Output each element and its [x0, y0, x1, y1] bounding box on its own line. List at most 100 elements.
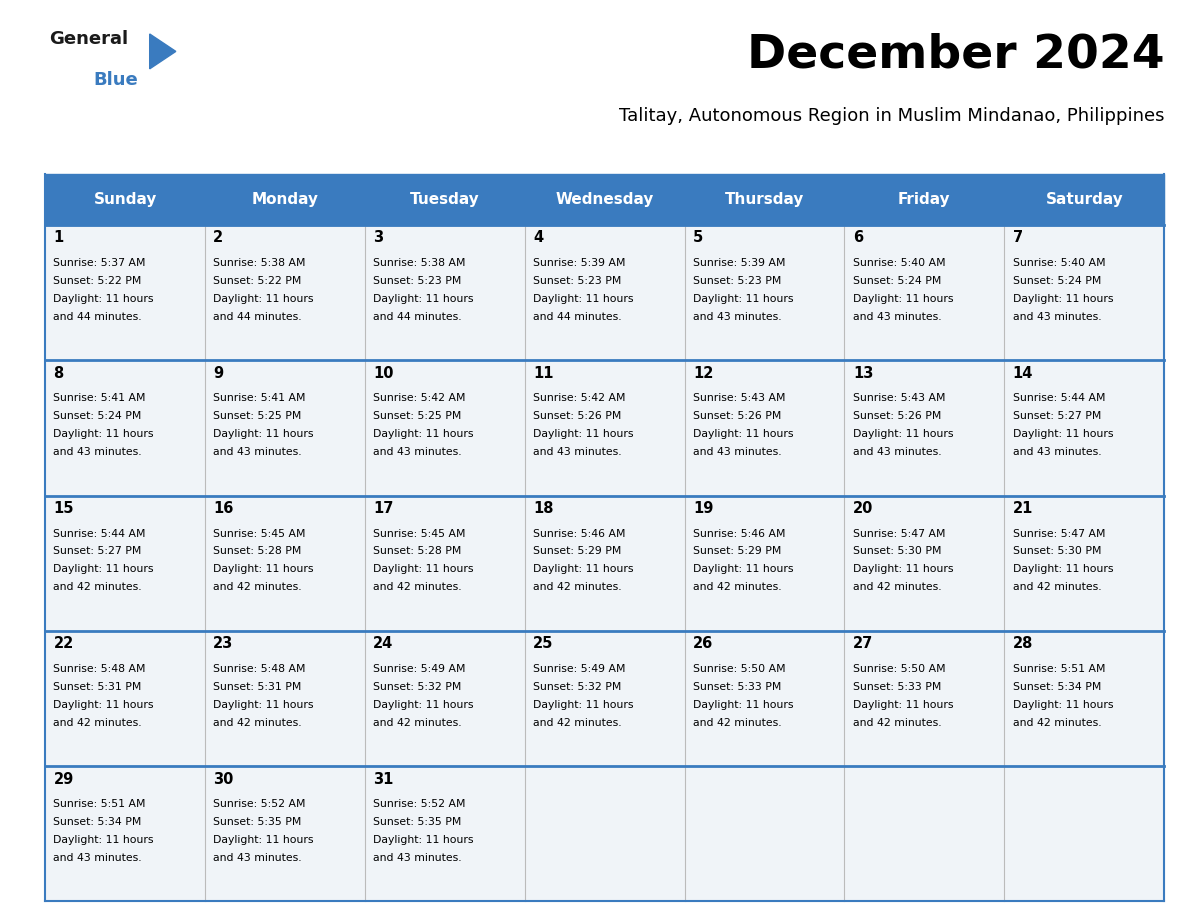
Text: and 42 minutes.: and 42 minutes.	[53, 718, 143, 728]
Text: and 42 minutes.: and 42 minutes.	[373, 718, 462, 728]
Text: Sunset: 5:28 PM: Sunset: 5:28 PM	[373, 546, 462, 556]
Text: 28: 28	[1012, 636, 1034, 652]
Text: Daylight: 11 hours: Daylight: 11 hours	[853, 565, 953, 575]
Text: 22: 22	[53, 636, 74, 652]
Text: Sunrise: 5:37 AM: Sunrise: 5:37 AM	[53, 258, 146, 268]
Text: and 42 minutes.: and 42 minutes.	[693, 718, 782, 728]
Bar	[45, 631, 1164, 767]
Text: Daylight: 11 hours: Daylight: 11 hours	[373, 835, 474, 845]
Text: Thursday: Thursday	[725, 192, 804, 207]
Text: Daylight: 11 hours: Daylight: 11 hours	[53, 835, 154, 845]
Text: Daylight: 11 hours: Daylight: 11 hours	[53, 294, 154, 304]
Text: Sunrise: 5:41 AM: Sunrise: 5:41 AM	[53, 393, 146, 403]
Text: Monday: Monday	[252, 192, 318, 207]
Text: Daylight: 11 hours: Daylight: 11 hours	[693, 294, 794, 304]
Text: Sunrise: 5:44 AM: Sunrise: 5:44 AM	[53, 529, 146, 539]
Text: Sunrise: 5:47 AM: Sunrise: 5:47 AM	[1012, 529, 1105, 539]
Text: Sunrise: 5:42 AM: Sunrise: 5:42 AM	[533, 393, 626, 403]
Text: Sunrise: 5:43 AM: Sunrise: 5:43 AM	[693, 393, 785, 403]
Text: General: General	[49, 30, 128, 49]
Text: Wednesday: Wednesday	[556, 192, 653, 207]
Text: Sunset: 5:22 PM: Sunset: 5:22 PM	[53, 275, 141, 285]
Text: Sunset: 5:33 PM: Sunset: 5:33 PM	[693, 682, 782, 692]
Text: and 44 minutes.: and 44 minutes.	[373, 312, 462, 321]
Text: Daylight: 11 hours: Daylight: 11 hours	[53, 429, 154, 439]
Text: and 44 minutes.: and 44 minutes.	[533, 312, 621, 321]
Text: 11: 11	[533, 365, 554, 381]
Text: Sunrise: 5:52 AM: Sunrise: 5:52 AM	[373, 800, 466, 809]
Bar	[45, 767, 1164, 901]
Text: and 43 minutes.: and 43 minutes.	[214, 853, 302, 863]
Text: Sunset: 5:26 PM: Sunset: 5:26 PM	[693, 411, 782, 421]
Text: and 43 minutes.: and 43 minutes.	[1012, 447, 1101, 457]
Text: Daylight: 11 hours: Daylight: 11 hours	[1012, 294, 1113, 304]
Text: Friday: Friday	[898, 192, 950, 207]
Text: 16: 16	[214, 501, 234, 516]
Text: 25: 25	[533, 636, 554, 652]
Text: and 42 minutes.: and 42 minutes.	[214, 582, 302, 592]
Text: Daylight: 11 hours: Daylight: 11 hours	[214, 700, 314, 710]
Text: 14: 14	[1012, 365, 1034, 381]
Text: and 42 minutes.: and 42 minutes.	[1012, 718, 1101, 728]
Text: Sunset: 5:29 PM: Sunset: 5:29 PM	[533, 546, 621, 556]
Text: Sunrise: 5:39 AM: Sunrise: 5:39 AM	[693, 258, 785, 268]
Text: Sunrise: 5:49 AM: Sunrise: 5:49 AM	[373, 664, 466, 674]
Text: Sunrise: 5:44 AM: Sunrise: 5:44 AM	[1012, 393, 1105, 403]
Text: Sunset: 5:33 PM: Sunset: 5:33 PM	[853, 682, 941, 692]
Text: Sunset: 5:24 PM: Sunset: 5:24 PM	[853, 275, 941, 285]
Text: Daylight: 11 hours: Daylight: 11 hours	[53, 565, 154, 575]
Text: Sunset: 5:34 PM: Sunset: 5:34 PM	[1012, 682, 1101, 692]
Text: Daylight: 11 hours: Daylight: 11 hours	[693, 429, 794, 439]
Text: Daylight: 11 hours: Daylight: 11 hours	[214, 429, 314, 439]
Text: Sunrise: 5:38 AM: Sunrise: 5:38 AM	[373, 258, 466, 268]
Text: 12: 12	[693, 365, 713, 381]
Text: Sunset: 5:35 PM: Sunset: 5:35 PM	[373, 817, 462, 827]
Text: Daylight: 11 hours: Daylight: 11 hours	[533, 700, 633, 710]
Text: Daylight: 11 hours: Daylight: 11 hours	[373, 700, 474, 710]
Text: Talitay, Autonomous Region in Muslim Mindanao, Philippines: Talitay, Autonomous Region in Muslim Min…	[619, 107, 1164, 126]
Text: Daylight: 11 hours: Daylight: 11 hours	[373, 294, 474, 304]
Bar	[45, 225, 1164, 360]
Text: Sunrise: 5:52 AM: Sunrise: 5:52 AM	[214, 800, 305, 809]
Text: and 43 minutes.: and 43 minutes.	[373, 447, 462, 457]
Text: Sunrise: 5:48 AM: Sunrise: 5:48 AM	[53, 664, 146, 674]
Text: and 43 minutes.: and 43 minutes.	[853, 312, 941, 321]
Text: Sunrise: 5:46 AM: Sunrise: 5:46 AM	[693, 529, 785, 539]
Text: 24: 24	[373, 636, 393, 652]
Text: Sunrise: 5:50 AM: Sunrise: 5:50 AM	[853, 664, 946, 674]
Text: 8: 8	[53, 365, 64, 381]
Text: Sunset: 5:24 PM: Sunset: 5:24 PM	[1012, 275, 1101, 285]
Text: Sunrise: 5:38 AM: Sunrise: 5:38 AM	[214, 258, 305, 268]
Text: Sunset: 5:25 PM: Sunset: 5:25 PM	[214, 411, 302, 421]
Text: 3: 3	[373, 230, 384, 245]
Text: and 44 minutes.: and 44 minutes.	[53, 312, 143, 321]
Text: Daylight: 11 hours: Daylight: 11 hours	[533, 565, 633, 575]
Text: Daylight: 11 hours: Daylight: 11 hours	[373, 565, 474, 575]
Text: Sunset: 5:32 PM: Sunset: 5:32 PM	[373, 682, 462, 692]
Text: Sunrise: 5:45 AM: Sunrise: 5:45 AM	[373, 529, 466, 539]
Text: and 43 minutes.: and 43 minutes.	[373, 853, 462, 863]
Text: and 44 minutes.: and 44 minutes.	[214, 312, 302, 321]
Text: Sunset: 5:34 PM: Sunset: 5:34 PM	[53, 817, 141, 827]
Text: Sunset: 5:26 PM: Sunset: 5:26 PM	[853, 411, 941, 421]
Text: 27: 27	[853, 636, 873, 652]
Text: and 43 minutes.: and 43 minutes.	[53, 853, 143, 863]
Text: 23: 23	[214, 636, 234, 652]
Text: and 43 minutes.: and 43 minutes.	[693, 447, 782, 457]
Text: Daylight: 11 hours: Daylight: 11 hours	[853, 700, 953, 710]
Text: and 42 minutes.: and 42 minutes.	[853, 582, 941, 592]
Text: Daylight: 11 hours: Daylight: 11 hours	[373, 429, 474, 439]
Text: 10: 10	[373, 365, 393, 381]
Bar	[45, 360, 1164, 496]
Text: Blue: Blue	[94, 71, 139, 89]
Text: Sunset: 5:24 PM: Sunset: 5:24 PM	[53, 411, 141, 421]
Text: and 42 minutes.: and 42 minutes.	[53, 582, 143, 592]
Bar	[45, 496, 1164, 631]
Text: Sunset: 5:30 PM: Sunset: 5:30 PM	[853, 546, 941, 556]
Text: 18: 18	[533, 501, 554, 516]
Text: 26: 26	[693, 636, 713, 652]
Text: 15: 15	[53, 501, 74, 516]
Text: December 2024: December 2024	[746, 32, 1164, 77]
Text: Sunset: 5:25 PM: Sunset: 5:25 PM	[373, 411, 462, 421]
Text: 20: 20	[853, 501, 873, 516]
